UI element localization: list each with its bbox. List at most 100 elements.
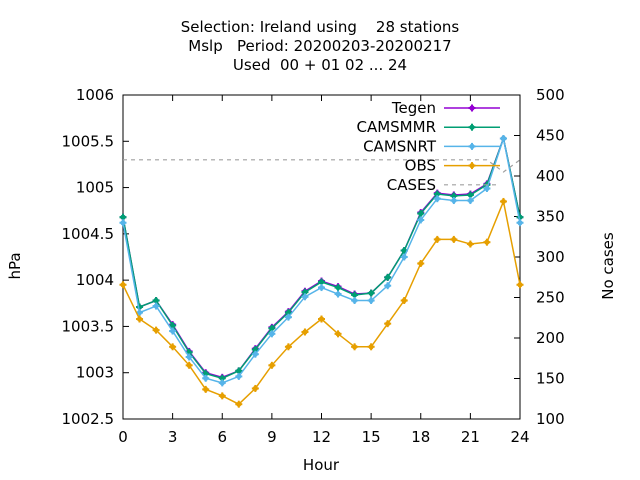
x-tick-label: 24 (510, 428, 529, 446)
x-tick-label: 18 (411, 428, 430, 446)
y-tick-label: 1004.5 (62, 225, 115, 243)
legend-label: Tegen (391, 99, 436, 117)
series-camsnrt (119, 135, 524, 387)
data-point-camsnrt (499, 135, 507, 143)
data-point-obs (119, 281, 127, 289)
legend-marker (468, 104, 476, 112)
data-point-obs (284, 343, 292, 351)
x-tick-label: 0 (118, 428, 128, 446)
data-point-camsnrt (318, 284, 325, 292)
data-point-obs (301, 328, 309, 336)
series-cases (123, 159, 521, 173)
legend-entry-camsnrt: CAMSNRT (363, 137, 500, 155)
data-point-obs (400, 297, 408, 305)
data-point-camsnrt (400, 253, 408, 261)
data-point-obs (202, 385, 210, 393)
data-point-camsnrt (516, 219, 524, 227)
data-point-obs (136, 315, 144, 323)
data-point-obs (185, 361, 193, 369)
data-point-camsnrt (334, 290, 342, 298)
data-point-obs (235, 400, 243, 408)
data-point-camsnrt (169, 327, 177, 335)
data-point-camsnrt (268, 330, 276, 338)
legend-label: CAMSNRT (363, 137, 437, 155)
data-point-camsnrt (301, 293, 309, 301)
data-point-camsnrt (284, 313, 292, 321)
legend-entry-obs: OBS (405, 157, 500, 175)
data-point-camsmmr (284, 309, 292, 317)
series-camsmmr (119, 135, 524, 382)
x-tick-label: 12 (312, 428, 331, 446)
title-line-2: Mslp Period: 20200203-20200217 (188, 37, 451, 55)
series-obs (119, 197, 524, 408)
data-point-camsnrt (351, 297, 359, 305)
x-tick-label: 6 (217, 428, 227, 446)
y-tick-label: 1004 (76, 271, 114, 289)
data-point-camsmmr (450, 192, 458, 200)
x-tick-label: 9 (267, 428, 277, 446)
y2-tick-label: 300 (536, 248, 565, 266)
y-tick-label: 1002.5 (62, 410, 115, 428)
data-point-camsmmr (367, 289, 375, 297)
plot-area-border (122, 94, 521, 420)
data-point-obs (433, 235, 441, 243)
data-point-camsnrt (251, 350, 259, 358)
data-point-obs (169, 343, 177, 351)
y2-tick-label: 500 (536, 86, 565, 104)
data-point-camsnrt (433, 195, 441, 203)
y2-tick-label: 450 (536, 127, 565, 145)
data-point-obs (334, 330, 342, 338)
y2-tick-label: 150 (536, 370, 565, 388)
data-point-camsnrt (202, 374, 210, 382)
x-tick-label: 3 (168, 428, 178, 446)
y2-axis-ticks: 100 150 200 250 300 350 400 450 500 (514, 86, 565, 428)
data-point-camsmmr (334, 284, 342, 292)
data-point-camsnrt (367, 297, 375, 305)
series-line-camsmmr (122, 135, 521, 380)
x-tick-label: 21 (461, 428, 480, 446)
data-point-obs (218, 392, 226, 400)
data-point-camsnrt (417, 216, 425, 224)
data-point-obs (417, 259, 425, 267)
data-point-camsnrt (152, 302, 160, 310)
data-point-camsnrt (119, 219, 127, 227)
data-point-camsnrt (384, 282, 392, 290)
x-tick-label: 15 (362, 428, 381, 446)
data-point-camsnrt (185, 353, 193, 361)
legend-label: OBS (405, 157, 436, 175)
data-point-obs (466, 240, 474, 248)
data-point-camsnrt (218, 379, 226, 387)
legend-entry-cases: CASES (387, 176, 500, 194)
x-axis-ticks: 0 3 6 9 12 15 18 21 24 (118, 95, 530, 446)
data-point-obs (516, 281, 524, 289)
series-line-camsnrt (122, 135, 521, 384)
y-tick-label: 1005.5 (62, 132, 115, 150)
data-point-obs (251, 384, 259, 392)
legend-entry-camsmmr: CAMSMMR (356, 118, 500, 136)
y2-tick-label: 250 (536, 289, 565, 307)
y2-tick-label: 200 (536, 329, 565, 347)
y2-tick-label: 350 (536, 208, 565, 226)
y-tick-label: 1003 (76, 364, 114, 382)
series-layer (119, 135, 524, 408)
series-line-obs (122, 198, 521, 406)
data-point-camsmmr (384, 273, 392, 281)
data-point-camsmmr (417, 209, 425, 217)
data-point-obs (483, 238, 491, 246)
y2-tick-label: 400 (536, 167, 565, 185)
data-point-obs (268, 361, 276, 369)
legend-label: CAMSMMR (356, 118, 436, 136)
y2-axis-label: No cases (599, 232, 617, 300)
data-point-camsnrt (466, 197, 474, 205)
data-point-obs (351, 343, 359, 351)
data-point-obs (384, 320, 392, 328)
legend-label: CASES (387, 176, 436, 194)
legend-marker (468, 123, 476, 131)
data-point-obs (367, 343, 375, 351)
data-point-camsnrt (235, 372, 243, 380)
title-line-1: Selection: Ireland using 28 stations (181, 18, 460, 36)
y2-tick-label: 100 (536, 410, 565, 428)
data-point-camsnrt (450, 197, 458, 205)
x-axis-label: Hour (303, 456, 340, 474)
data-point-camsnrt (483, 184, 491, 192)
